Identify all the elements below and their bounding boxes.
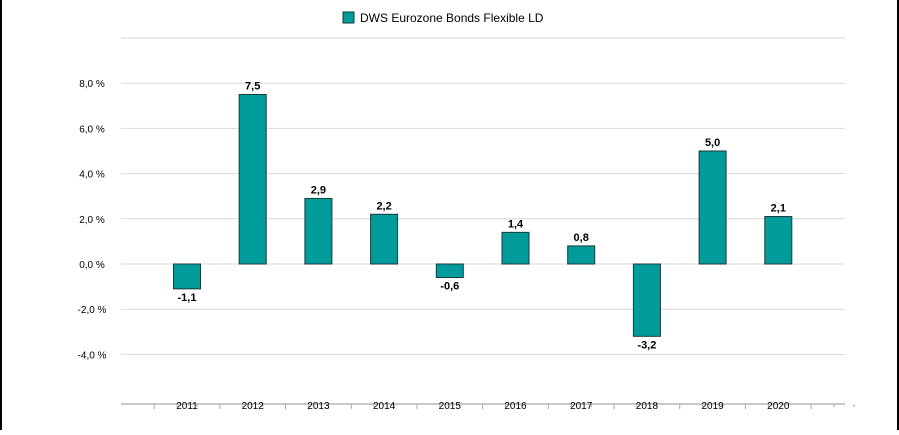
bar-2015 (435, 263, 464, 279)
bar-2017 (567, 245, 596, 265)
legend-label: DWS Eurozone Bonds Flexible LD (360, 11, 544, 25)
value-label-2013: 2,9 (311, 184, 326, 196)
x-tick-label: 2019 (701, 401, 724, 412)
y-tick-label: 2,0 % (79, 215, 105, 226)
y-tick-label: -4,0 % (78, 350, 107, 361)
gridlines (121, 37, 845, 355)
legend: DWS Eurozone Bonds Flexible LD (342, 11, 544, 25)
y-tick-label: 8,0 % (79, 79, 105, 90)
x-tick-label: 2017 (570, 401, 593, 412)
bar-2012 (238, 94, 267, 265)
value-label-2015: -0,6 (440, 281, 459, 293)
x-axis: 2011 2012 2013 2014 2015 2016 2017 2018 2019 2020 (121, 401, 855, 412)
bar-2016 (501, 231, 530, 265)
x-tick-label: 2011 (176, 401, 198, 412)
y-tick-label: 0,0 % (79, 260, 105, 271)
bar-2014 (370, 213, 399, 265)
y-axis: 8,0 % 6,0 % 4,0 % 2,0 % 0,0 % -2,0 % -4,0 % (78, 79, 107, 361)
bar-2018 (632, 263, 661, 337)
bar-2011 (173, 263, 201, 290)
value-label-2012: 7,5 (245, 81, 260, 93)
y-tick-label: 4,0 % (79, 170, 105, 181)
bar-2013 (304, 197, 333, 265)
bar-2019 (698, 150, 727, 265)
value-label-2011: -1,1 (178, 292, 197, 304)
legend-swatch (342, 11, 355, 24)
value-label-2018: -3,2 (637, 339, 656, 351)
x-tick-label: 2012 (242, 401, 265, 412)
bar-2020 (764, 216, 793, 265)
value-label-2016: 1,4 (508, 218, 524, 230)
value-label-2019: 5,0 (705, 137, 720, 149)
x-tick-label: 2018 (636, 401, 659, 412)
x-tick-label: 2014 (373, 401, 396, 412)
x-tick-label: 2016 (504, 401, 527, 412)
bars (173, 94, 793, 337)
y-tick-label: 6,0 % (79, 124, 105, 135)
y-tick-label: -2,0 % (78, 305, 107, 316)
value-label-2014: 2,2 (376, 200, 391, 212)
x-tick-label: 2015 (439, 401, 462, 412)
value-labels: -1,1 7,5 2,9 2,2 -0,6 1,4 0,8 -3,2 5,0 2,1 (178, 81, 786, 352)
value-label-2017: 0,8 (574, 232, 589, 244)
x-tick-label: 2013 (307, 401, 330, 412)
value-label-2020: 2,1 (771, 203, 786, 215)
x-tick-label: 2020 (767, 401, 790, 412)
